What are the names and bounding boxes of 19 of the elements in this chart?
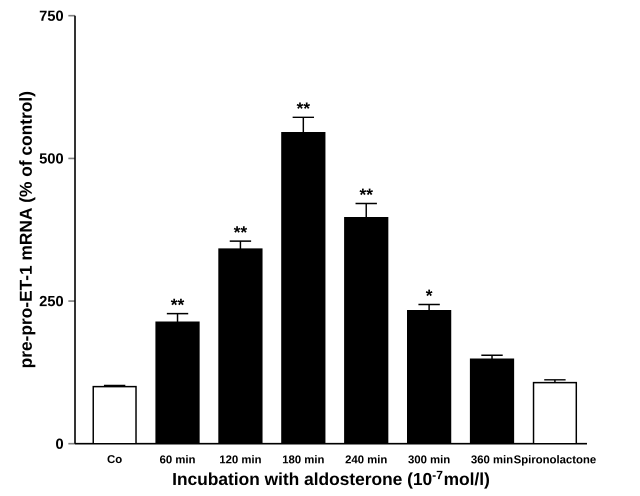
x-tick-label: 180 min bbox=[282, 455, 324, 464]
y-tick-label: 250 bbox=[40, 296, 64, 306]
y-tick-label: 750 bbox=[40, 10, 64, 21]
x-tick-label: 120 min bbox=[220, 455, 261, 464]
x-tick-label: 60 min bbox=[160, 455, 195, 464]
x-tick-label: 240 min bbox=[346, 455, 387, 464]
x-tick-label: 300 min bbox=[408, 455, 450, 464]
x-tick-label: 360 min bbox=[471, 455, 512, 464]
x-tick-label: Spironolactone bbox=[514, 455, 596, 466]
annotation: ** bbox=[360, 188, 373, 196]
annotation: * bbox=[426, 290, 432, 296]
annotation: ** bbox=[296, 102, 310, 109]
annotation: ** bbox=[170, 298, 184, 306]
y-tick-label: 500 bbox=[40, 153, 64, 164]
annotation: ** bbox=[234, 226, 248, 233]
x-axis-title: Incubation with aldosterone (10$^{-7}$mol/l) bbox=[173, 470, 489, 489]
x-tick-label: Co bbox=[108, 455, 122, 464]
y-axis-title: pre-pro-ET-1 mRNA (% of control) bbox=[19, 92, 36, 368]
y-tick-label: 0 bbox=[56, 438, 64, 449]
